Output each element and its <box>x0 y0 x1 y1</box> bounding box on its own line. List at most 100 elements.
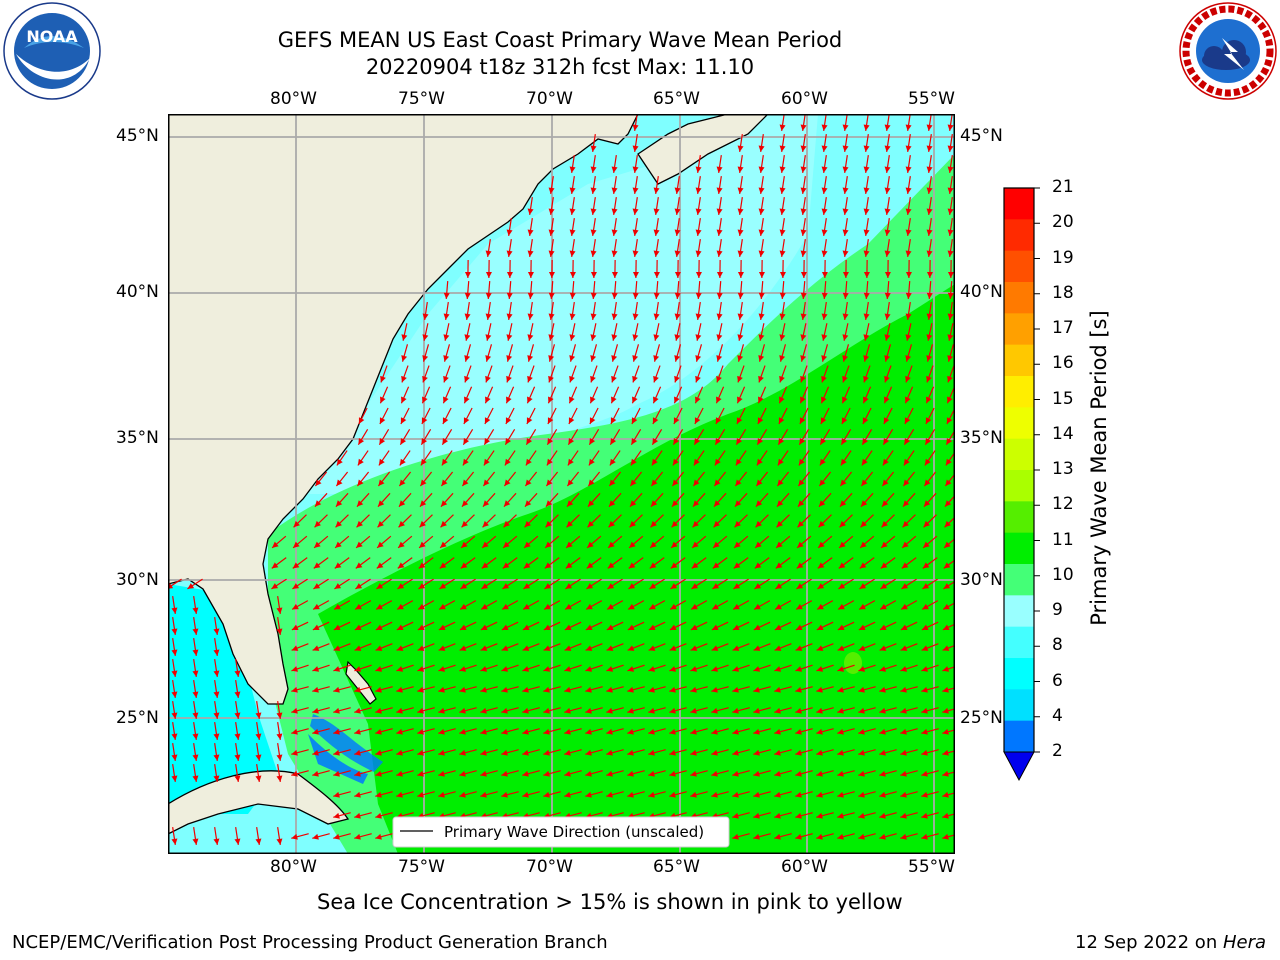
wave-arrow-head <box>501 749 508 756</box>
colorbar-tick-label: 18 <box>1052 282 1074 303</box>
wave-arrow-head <box>842 292 849 299</box>
footer-right: 12 Sep 2022 on Hera <box>1075 932 1266 953</box>
wave-arrow-head <box>354 833 361 840</box>
wave-arrow-head <box>774 666 782 672</box>
wave-arrow-head <box>611 208 618 215</box>
wave-arrow-head <box>820 438 827 445</box>
lat-label-right-45n: 45°N <box>960 126 1003 146</box>
wave-arrow-head <box>438 728 445 735</box>
wave-arrow-head <box>627 645 635 651</box>
wave-arrow-head <box>947 124 954 131</box>
colorbar-extend-triangle <box>1003 751 1035 782</box>
wave-arrow-head <box>485 396 491 404</box>
wave-arrow-head <box>690 749 697 756</box>
wave-arrow-head <box>480 686 487 693</box>
wave-arrow-head <box>590 396 596 404</box>
wave-arrow-head <box>611 355 618 362</box>
wave-arrow-head <box>648 645 656 651</box>
wave-arrow-head <box>735 458 742 466</box>
wave-arrow-head <box>716 187 723 194</box>
wave-arrow-head <box>653 250 660 257</box>
wave-arrow-head <box>884 355 891 362</box>
wave-arrow-head <box>716 355 723 362</box>
wave-arrow-head <box>842 355 849 362</box>
wave-arrow-head <box>312 728 319 735</box>
wave-arrow-head <box>901 562 909 569</box>
colorbar-tick-label: 16 <box>1052 353 1074 374</box>
period-band-light <box>308 114 818 494</box>
wave-arrow-head <box>777 458 784 466</box>
wave-arrow-head <box>548 229 555 236</box>
wave-arrow-head <box>565 603 572 610</box>
wave-arrow-head <box>502 583 510 589</box>
wave-arrow-head <box>569 187 576 194</box>
wave-arrow-head <box>585 791 592 798</box>
colorbar-segment <box>1004 407 1034 440</box>
wave-arrow-head <box>859 603 866 610</box>
wave-arrow-head <box>464 375 470 383</box>
land-mass <box>168 114 639 705</box>
wave-arrow-head <box>945 479 952 487</box>
wave-arrow-head <box>548 250 555 257</box>
wave-arrow-head <box>422 355 429 362</box>
wave-arrow-head <box>171 775 178 782</box>
wave-arrow-head <box>881 520 888 528</box>
wave-arrow-head <box>672 479 679 487</box>
colorbar <box>1003 187 1040 782</box>
wave-arrow-head <box>291 645 299 651</box>
colorbar-label: Primary Wave Mean Period [s] <box>1087 310 1111 626</box>
wave-arrow-head <box>418 562 426 569</box>
wave-arrow-head <box>543 707 550 714</box>
lat-label-right-35n: 35°N <box>960 428 1003 448</box>
wave-arrow-head <box>438 666 446 672</box>
wave-arrow-head <box>548 187 555 194</box>
wave-arrow-head <box>649 562 657 569</box>
wave-arrow-head <box>695 334 702 341</box>
nws-logo-icon <box>1178 2 1278 100</box>
wave-arrow-head <box>417 624 425 630</box>
wave-arrow-head <box>375 666 383 672</box>
wave-arrow-head <box>397 583 405 589</box>
wave-arrow-head <box>522 791 529 798</box>
wave-arrow-head <box>800 187 807 194</box>
wave-arrow-head <box>842 124 849 131</box>
wave-arrow-head <box>737 313 744 320</box>
wave-arrow-head <box>649 603 656 610</box>
wave-arrow-head <box>861 458 868 466</box>
wave-arrow-head <box>942 645 950 651</box>
wave-arrow-head <box>880 603 887 610</box>
wave-arrow-head <box>523 562 531 569</box>
wave-arrow-head <box>863 229 870 236</box>
wave-arrow-head <box>821 187 828 194</box>
wave-arrow-head <box>674 229 681 236</box>
wave-arrow-head <box>234 670 241 677</box>
wave-arrow-head <box>629 500 637 507</box>
wave-arrow-head <box>884 271 891 278</box>
wave-arrow-head <box>921 645 929 651</box>
wave-arrow-head <box>611 271 618 278</box>
wave-arrow-head <box>879 728 886 735</box>
wave-arrow-head <box>712 603 719 610</box>
wave-arrow-head <box>234 775 241 782</box>
wave-arrow-head <box>758 334 765 341</box>
wave-arrow-head <box>673 417 680 425</box>
wave-arrow-head <box>695 271 702 278</box>
wave-arrow-head <box>590 355 597 362</box>
wave-arrow-head <box>901 583 909 589</box>
wave-arrow-head <box>732 833 739 840</box>
wave-arrow-head <box>693 458 700 466</box>
wave-arrow-head <box>356 500 364 507</box>
wave-arrow-head <box>422 334 429 341</box>
wave-arrow-head <box>818 520 825 528</box>
wave-arrow-head <box>653 187 660 194</box>
wave-arrow-head <box>900 770 907 777</box>
wave-arrow-head <box>651 458 658 466</box>
wave-arrow-head <box>758 208 765 215</box>
wave-arrow-head <box>716 271 723 278</box>
wave-arrow-head <box>464 292 471 299</box>
gulf-shelf <box>308 734 368 784</box>
wave-arrow-head <box>506 375 512 383</box>
wave-arrow-head <box>522 686 529 693</box>
wave-arrow-head <box>485 271 492 278</box>
wave-arrow-head <box>548 271 555 278</box>
